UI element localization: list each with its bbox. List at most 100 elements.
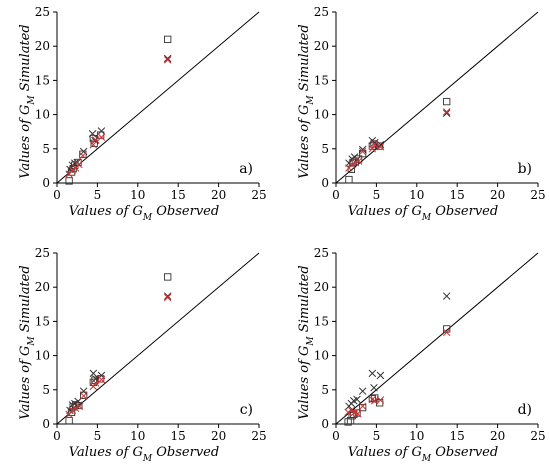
data-point-red-x — [79, 392, 88, 400]
y-tick-label: 5 — [321, 142, 329, 156]
x-axis-title: Values of GM Observed — [348, 204, 498, 223]
one-to-one-line — [335, 252, 539, 425]
data-point-square — [164, 35, 172, 44]
x-tick-label: 25 — [251, 188, 266, 202]
panel-label: c) — [240, 402, 253, 418]
data-point-red-x — [358, 402, 367, 410]
data-point-red-x — [163, 293, 172, 302]
x-tick-label: 15 — [450, 188, 465, 202]
data-point-x — [442, 292, 451, 300]
y-axis-title: Values of GM Simulated — [297, 24, 316, 178]
y-tick-label: 25 — [314, 246, 329, 260]
data-point-square — [359, 403, 367, 412]
x-tick-label: 25 — [530, 429, 545, 443]
data-point-x — [370, 383, 378, 392]
data-point-x — [368, 369, 377, 378]
data-point-red-x — [75, 160, 83, 169]
x-tick-label: 10 — [409, 188, 424, 202]
data-point-red-x — [79, 151, 87, 160]
y-tick-label: 20 — [314, 39, 329, 53]
x-tick-label: 0 — [53, 429, 61, 443]
y-tick-label: 20 — [35, 280, 50, 294]
data-point-red-x — [368, 395, 377, 404]
x-tick-label: 5 — [373, 429, 381, 443]
data-point-square — [443, 97, 451, 106]
x-tick-label: 25 — [251, 429, 266, 443]
x-tick-label: 25 — [530, 188, 545, 202]
data-point-red-x — [354, 409, 362, 418]
data-point-red-x — [376, 396, 385, 404]
data-point-red-x — [376, 142, 385, 151]
data-point-red-x — [348, 160, 356, 169]
data-point-red-x — [347, 406, 356, 415]
panel-c: 00 5 5 10 10 15 15 20 20 25 25 c) Values of GM Obser… — [18, 246, 267, 464]
data-point-square — [344, 418, 352, 426]
data-point-red-x — [75, 402, 84, 410]
data-point-x — [358, 387, 367, 395]
panel-label: d) — [518, 402, 532, 418]
data-point-red-x — [89, 382, 98, 391]
data-point-red-x — [344, 408, 352, 417]
panel-d: 00 5 5 10 10 15 15 20 20 25 25 d) Values of GM Obser… — [297, 246, 546, 464]
y-tick-label: 5 — [321, 383, 329, 397]
data-point-square — [164, 273, 172, 281]
x-tick-label: 15 — [450, 429, 465, 443]
y-tick-label: 0 — [321, 417, 329, 431]
x-tick-label: 5 — [94, 429, 102, 443]
x-tick-label: 15 — [171, 188, 186, 202]
x-tick-label: 20 — [490, 188, 505, 202]
y-tick-label: 5 — [42, 142, 50, 156]
data-point-x — [376, 371, 385, 380]
data-point-x — [353, 395, 361, 404]
x-tick-label: 20 — [211, 429, 226, 443]
data-point-red-x — [358, 147, 367, 156]
x-tick-label: 15 — [171, 429, 186, 443]
data-point-x — [89, 369, 98, 378]
panel-b: 00 5 5 10 10 15 15 20 20 25 25 b) Values of GM Obser… — [297, 5, 546, 223]
y-tick-label: 0 — [42, 417, 50, 431]
x-tick-label: 20 — [211, 188, 226, 202]
y-tick-label: 15 — [314, 73, 329, 87]
data-point-red-x — [442, 108, 451, 116]
x-tick-label: 5 — [94, 188, 102, 202]
one-to-one-line — [56, 11, 260, 184]
y-tick-label: 0 — [321, 176, 329, 190]
x-tick-label: 5 — [373, 188, 381, 202]
data-point-x — [97, 127, 106, 135]
y-axis-title: Values of GM Simulated — [18, 24, 37, 178]
y-tick-label: 10 — [314, 108, 329, 122]
data-point-square — [354, 155, 363, 163]
y-tick-label: 10 — [314, 349, 329, 363]
data-point-red-x — [97, 375, 106, 384]
data-point-red-x — [368, 145, 377, 153]
one-to-one-line — [56, 252, 260, 425]
panel-a: 00 5 5 10 10 15 15 20 20 25 25 a) Values of GM Obser… — [18, 5, 267, 223]
y-tick-label: 10 — [35, 349, 50, 363]
data-point-red-x — [354, 157, 363, 165]
x-tick-label: 0 — [53, 188, 61, 202]
x-tick-label: 0 — [332, 188, 340, 202]
x-axis-title: Values of GM Observed — [69, 204, 219, 223]
data-point-red-x — [92, 136, 100, 144]
data-point-x — [376, 140, 385, 149]
x-tick-label: 0 — [332, 429, 340, 443]
x-tick-label: 10 — [130, 429, 145, 443]
x-tick-label: 20 — [490, 429, 505, 443]
x-axis-title: Values of GM Observed — [69, 445, 219, 464]
data-point-x — [442, 109, 451, 117]
panel-label: a) — [239, 161, 253, 177]
y-tick-label: 25 — [35, 5, 50, 19]
data-point-red-x — [163, 56, 172, 64]
y-tick-label: 15 — [35, 314, 50, 328]
y-axis-title: Values of GM Simulated — [297, 265, 316, 419]
y-tick-label: 10 — [35, 108, 50, 122]
data-point-red-x — [68, 406, 77, 415]
y-tick-label: 25 — [314, 5, 329, 19]
y-tick-label: 15 — [35, 73, 50, 87]
data-point-x — [371, 138, 379, 147]
panel-label: b) — [518, 161, 532, 177]
data-point-red-x — [89, 140, 98, 149]
y-tick-label: 15 — [314, 314, 329, 328]
y-tick-label: 25 — [35, 246, 50, 260]
